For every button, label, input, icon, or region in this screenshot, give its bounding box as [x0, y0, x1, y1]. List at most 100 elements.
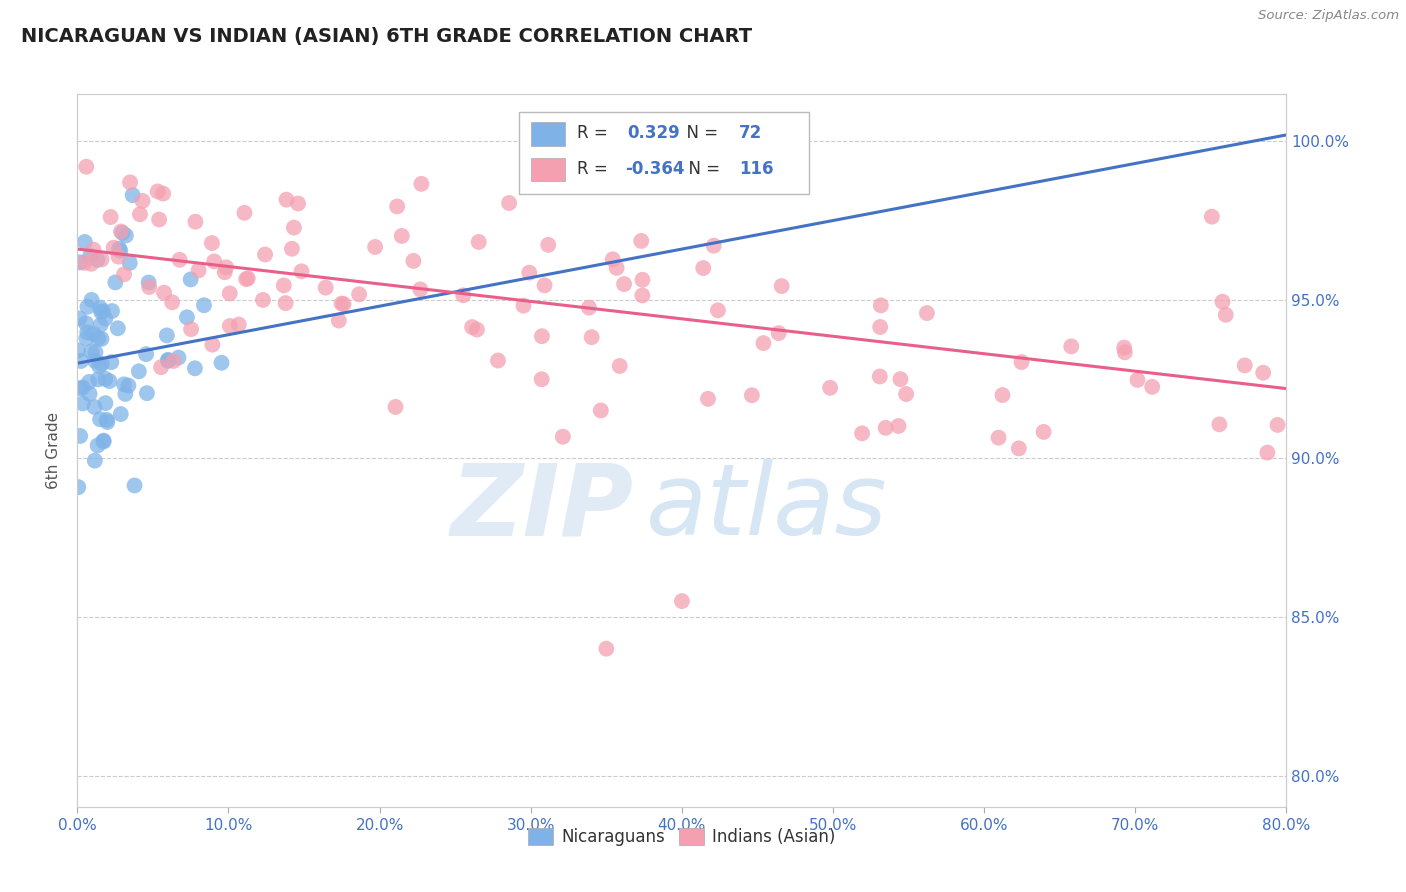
Point	[915, 306, 938, 320]
Point	[1032, 425, 1054, 439]
Point	[150, 360, 173, 375]
Point	[1114, 345, 1136, 359]
Point	[138, 280, 160, 294]
Point	[233, 206, 256, 220]
Point	[148, 212, 170, 227]
Point	[98, 374, 121, 388]
Point	[411, 177, 433, 191]
Point	[73, 235, 96, 249]
Point	[875, 421, 897, 435]
Point	[121, 188, 143, 202]
Point	[152, 186, 174, 201]
Point	[107, 321, 129, 335]
Point	[67, 480, 90, 494]
Point	[100, 355, 122, 369]
Point	[131, 194, 153, 208]
Point	[869, 298, 891, 312]
FancyBboxPatch shape	[531, 122, 565, 145]
Point	[103, 241, 125, 255]
Point	[287, 196, 309, 211]
Point	[73, 256, 96, 270]
Point	[283, 220, 305, 235]
Point	[889, 372, 911, 386]
Point	[79, 249, 101, 263]
Point	[609, 359, 631, 373]
Y-axis label: 6th Grade: 6th Grade	[46, 412, 62, 489]
Point	[391, 229, 413, 244]
Point	[184, 215, 207, 229]
Point	[451, 288, 474, 302]
Point	[530, 329, 553, 343]
Point	[589, 403, 612, 417]
Point	[692, 261, 714, 276]
Point	[537, 237, 560, 252]
Point	[86, 438, 108, 452]
Point	[118, 256, 141, 270]
Point	[384, 400, 406, 414]
Text: NICARAGUAN VS INDIAN (ASIAN) 6TH GRADE CORRELATION CHART: NICARAGUAN VS INDIAN (ASIAN) 6TH GRADE C…	[21, 27, 752, 45]
Point	[120, 175, 142, 189]
Point	[70, 354, 93, 368]
Point	[602, 252, 624, 267]
Point	[613, 277, 636, 291]
Point	[228, 318, 250, 332]
Point	[115, 228, 138, 243]
Point	[273, 278, 295, 293]
Point	[110, 407, 132, 421]
Point	[72, 396, 94, 410]
Point	[869, 320, 891, 334]
Point	[517, 266, 540, 280]
Point	[129, 207, 152, 221]
Point	[180, 322, 202, 336]
Point	[818, 381, 841, 395]
Point	[90, 305, 112, 319]
Point	[315, 280, 337, 294]
Point	[104, 276, 127, 290]
Point	[498, 196, 520, 211]
Point	[364, 240, 387, 254]
Point	[1114, 341, 1136, 355]
Point	[606, 260, 628, 275]
Point	[90, 318, 112, 332]
Point	[91, 304, 114, 318]
Point	[80, 257, 103, 271]
Point	[770, 279, 793, 293]
Point	[101, 304, 124, 318]
Point	[276, 193, 298, 207]
Point	[94, 311, 117, 326]
Point	[1008, 442, 1031, 456]
Point	[128, 364, 150, 378]
Point	[281, 242, 304, 256]
Point	[110, 224, 132, 238]
Point	[202, 254, 225, 268]
Point	[86, 252, 108, 267]
Point	[69, 255, 91, 269]
Point	[851, 426, 873, 441]
Point	[84, 345, 107, 359]
Point	[347, 287, 370, 301]
Point	[1140, 380, 1163, 394]
Point	[160, 295, 183, 310]
Point	[1011, 355, 1033, 369]
Point	[697, 392, 720, 406]
Point	[752, 336, 775, 351]
Point	[112, 267, 135, 281]
Point	[156, 328, 179, 343]
Point	[486, 353, 509, 368]
Point	[90, 252, 112, 267]
Point	[108, 242, 131, 256]
Text: ZIP: ZIP	[450, 459, 634, 556]
Point	[117, 378, 139, 392]
Point	[581, 330, 603, 344]
Point	[153, 285, 176, 300]
Point	[1256, 445, 1278, 459]
Point	[1201, 210, 1223, 224]
Point	[630, 234, 652, 248]
Point	[69, 381, 91, 395]
Point	[512, 299, 534, 313]
Point	[75, 331, 97, 345]
Point	[90, 357, 112, 371]
Point	[80, 344, 103, 359]
Point	[631, 288, 654, 302]
Point	[254, 247, 277, 261]
